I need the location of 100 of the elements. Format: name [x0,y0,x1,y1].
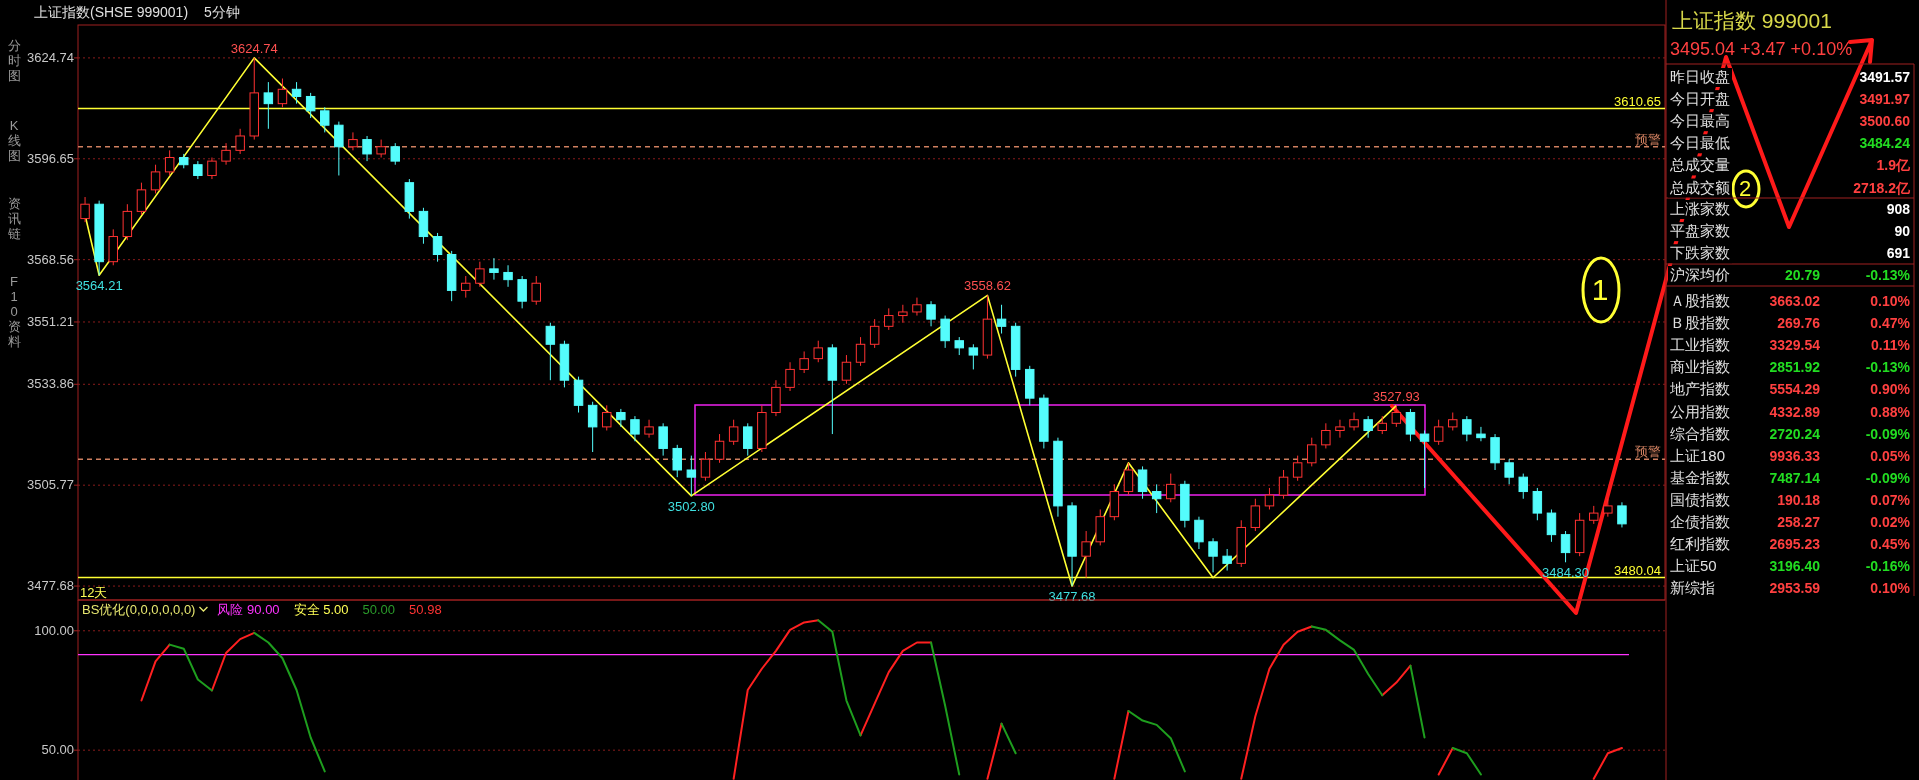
category-label: 公用指数 [1670,402,1730,420]
candlestick [912,297,922,317]
category-label: Ｂ股指数 [1670,314,1730,332]
data-label: 0.10% [1870,580,1911,597]
candlestick [1208,537,1218,573]
y-tick-label: 3477.68 [27,578,74,594]
annotation: 50.98 [409,602,442,617]
candlestick [714,433,725,464]
candlestick [432,232,443,263]
candlestick [587,401,598,453]
data-label: 3196.40 [1769,558,1821,575]
y-tick-label: 3568.56 [27,251,74,267]
category-label: 地产指数 [1669,380,1730,398]
category-label: 总成交量 [1669,156,1730,174]
category-label: 商业指数 [1670,358,1730,376]
candlestick [785,361,795,392]
data-label: 3663.02 [1769,293,1821,309]
data-label: -0.13% [1865,267,1911,283]
candlestick [1166,473,1176,503]
candlestick [940,315,950,349]
candlestick [277,78,288,108]
text: K线图 [7,118,21,163]
candlestick [602,404,612,431]
annotation: 3558.62 [963,278,1011,294]
candlestick [517,275,527,309]
candlestick [1363,415,1373,439]
annotation: 3477.68 [1048,589,1096,605]
data-label: -0.09% [1865,469,1911,486]
candlestick [1546,508,1557,543]
data-label: 0.11% [1871,337,1911,354]
candlestick [1532,487,1543,521]
annotation: 3564.21 [75,278,123,294]
candlestick [616,408,626,428]
candlestick [672,444,682,478]
category-label: 基金指数 [1670,468,1730,486]
y-tick-label: 3505.77 [27,477,74,493]
annotation: 风险 90.00 [217,602,280,617]
candlestick [1292,455,1303,482]
candlestick [1264,487,1275,510]
category-label: 昨日收盘 [1670,68,1730,85]
candlestick [1419,429,1430,489]
candlestick [1194,516,1204,550]
candlestick [235,128,245,155]
candlestick [475,261,485,288]
text: 3495.04 +3.47 +0.10% [1670,39,1853,59]
candlestick [334,121,344,176]
data-label: 3329.54 [1769,337,1821,354]
candlestick [305,92,316,119]
data-label: 2695.23 [1769,536,1821,553]
candlestick [898,304,908,324]
data-label: 0.02% [1870,514,1911,530]
data-label: 0.07% [1870,491,1911,508]
ref-line-label: 预警 [1635,444,1661,460]
data-label: 9936.33 [1769,447,1821,464]
candlestick [291,81,302,105]
data-label: 2953.59 [1769,580,1821,597]
text: 上证指数 999001 [1672,9,1832,32]
category-label: 新综指 [1670,579,1715,597]
candlestick [743,422,753,457]
category-label: 平盘家数 [1670,222,1730,240]
text: F10资料 [7,274,21,349]
data-label: 5554.29 [1769,381,1821,398]
candlestick [348,131,358,151]
data-label: 7487.14 [1769,469,1821,486]
candlestick [263,81,274,130]
ref-line-label: 3610.65 [1614,93,1661,109]
candlestick [320,106,330,133]
candlestick [1462,415,1472,442]
annotation: 安全 5.00 [293,602,349,617]
ref-line-label: 预警 [1635,131,1661,147]
category-label: 上涨家数 [1670,200,1730,217]
data-label: -0.09% [1865,425,1911,442]
candlestick [1137,465,1148,500]
candlestick [1250,498,1261,532]
candlestick [1321,422,1331,449]
data-label: 691 [1886,245,1911,262]
candlestick [855,336,866,367]
category-label: 总成交额 [1669,178,1730,196]
candlestick [996,304,1007,335]
category-label: Ａ股指数 [1670,292,1730,309]
category-label: 红利指数 [1670,535,1730,553]
candlestick [461,275,471,299]
annotation: 3527.93 [1372,388,1420,404]
annotation: 3502.80 [667,498,715,514]
category-label: 下跌家数 [1670,244,1730,262]
data-label: -0.16% [1865,558,1911,575]
chart-subtitle: 5分钟 [204,4,240,20]
data-label: 0.47% [1870,315,1911,332]
candlestick [362,135,372,162]
candlestick [1151,483,1162,514]
data-label: 3491.57 [1859,69,1911,85]
category-label: 上证50 [1670,557,1717,575]
category-label: 企债指数 [1670,513,1730,530]
data-label: 908 [1886,201,1911,217]
text: 分时图 [7,38,21,83]
candlestick [799,350,809,374]
y-tick-label: 100.00 [34,622,74,638]
candlestick [164,149,175,176]
y-tick-label: 3624.74 [27,49,74,65]
candlestick [1081,530,1091,579]
